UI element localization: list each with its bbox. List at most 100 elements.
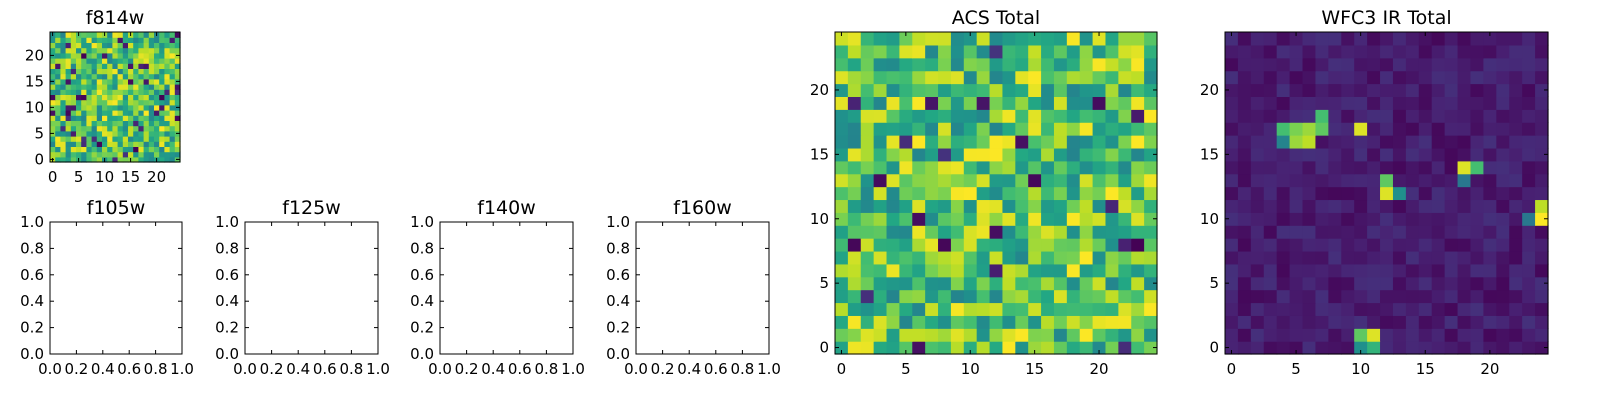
heatmap-cell	[963, 199, 978, 213]
heatmap-cell	[107, 130, 113, 137]
heatmap-cell	[938, 238, 952, 252]
heatmap-cell	[107, 32, 113, 38]
heatmap-cell	[976, 315, 991, 329]
heatmap-cell	[117, 84, 124, 90]
heatmap-cell	[1444, 328, 1459, 342]
heatmap-cell	[1431, 238, 1446, 252]
heatmap-cell	[899, 70, 913, 85]
heatmap-cell	[112, 115, 119, 121]
panel-f105w: 0.0 0.2 0.4 0.6 0.8 1.00.00.20.40.60.81.0f105…	[20, 197, 194, 378]
heatmap-cell	[1105, 212, 1119, 226]
heatmap-cell	[950, 263, 965, 278]
heatmap-cell	[1522, 328, 1536, 342]
heatmap-cell	[91, 89, 98, 95]
heatmap-cell	[1470, 70, 1484, 85]
heatmap-cell	[1276, 44, 1291, 59]
heatmap-cell	[1237, 109, 1252, 123]
heatmap-cell	[1354, 135, 1368, 149]
heatmap-cell	[912, 238, 926, 252]
panel-f140w: 0.0 0.2 0.4 0.6 0.8 1.00.00.20.40.60.81.0f140…	[410, 197, 585, 378]
y-tick-label: 20	[1200, 81, 1219, 99]
heatmap-cell	[1092, 199, 1107, 213]
heatmap-cell	[164, 73, 171, 80]
heatmap-cell	[886, 96, 900, 110]
heatmap-cell	[1328, 315, 1342, 329]
heatmap-cell	[1457, 250, 1472, 265]
heatmap-cell	[835, 302, 849, 316]
heatmap-cell	[1470, 186, 1484, 201]
heatmap-cell	[174, 84, 181, 90]
heatmap-cell	[112, 141, 119, 147]
heatmap-cell	[1053, 44, 1068, 59]
heatmap-cell	[1105, 186, 1119, 201]
heatmap-cell	[1392, 315, 1407, 329]
heatmap-cell	[128, 115, 134, 121]
heatmap-cell	[938, 328, 952, 342]
heatmap-cell	[122, 115, 129, 121]
heatmap-cell	[835, 70, 849, 85]
heatmap-cell	[1509, 109, 1523, 123]
heatmap-cell	[81, 104, 87, 111]
heatmap-cell	[1535, 173, 1549, 188]
heatmap-cell	[1263, 173, 1278, 188]
heatmap-cell	[174, 73, 181, 80]
heatmap-cell	[65, 89, 72, 95]
heatmap-cell	[1496, 57, 1510, 72]
heatmap-cell	[81, 42, 87, 49]
heatmap-cell	[1367, 186, 1381, 201]
heatmap-cell	[1053, 70, 1068, 85]
heatmap-cell	[1302, 250, 1317, 265]
heatmap-cell	[1315, 212, 1329, 226]
heatmap-cell	[81, 47, 87, 54]
heatmap-cell	[1092, 186, 1107, 201]
heatmap-cell	[1079, 83, 1094, 97]
heatmap-cell	[138, 37, 145, 43]
heatmap-cell	[1002, 70, 1016, 85]
heatmap-cell	[159, 141, 165, 147]
heatmap-cell	[133, 32, 139, 38]
heatmap-cell	[1315, 302, 1329, 316]
heatmap-cell	[1457, 212, 1472, 226]
heatmap-cell	[76, 52, 82, 59]
heatmap-cell	[117, 104, 124, 111]
heatmap-cell	[60, 42, 67, 49]
heatmap-cell	[1522, 186, 1536, 201]
heatmap-cell	[1367, 147, 1381, 162]
heatmap-cell	[989, 122, 1004, 136]
y-tick-label: 1.0	[606, 213, 630, 231]
heatmap-cell	[1131, 109, 1145, 123]
heatmap-cell	[899, 109, 913, 123]
heatmap-cell	[138, 99, 145, 106]
heatmap-cell	[963, 263, 978, 278]
heatmap-cell	[60, 89, 67, 95]
heatmap-cell	[873, 238, 888, 252]
heatmap-cell	[925, 70, 939, 85]
heatmap-cell	[950, 147, 965, 162]
heatmap-cell	[1225, 263, 1239, 278]
heatmap-cell	[1496, 186, 1510, 201]
heatmap-cell	[1263, 57, 1278, 72]
heatmap-cell	[60, 37, 67, 43]
heatmap-cell	[950, 57, 965, 72]
heatmap-cell	[1418, 83, 1433, 97]
heatmap-cell	[148, 32, 155, 38]
heatmap-cell	[1237, 315, 1252, 329]
heatmap-cell	[835, 83, 849, 97]
heatmap-cell	[138, 110, 145, 116]
heatmap-cell	[1392, 328, 1407, 342]
heatmap-cell	[112, 120, 119, 127]
heatmap-cell	[1276, 160, 1291, 175]
heatmap-cell	[143, 115, 150, 121]
heatmap-cell	[1131, 96, 1145, 110]
heatmap-cell	[1263, 44, 1278, 59]
x-tick-label: 0.2	[455, 360, 479, 378]
x-tick-label: 0.0	[428, 360, 452, 378]
heatmap-cell	[50, 58, 56, 64]
heatmap-cell	[1250, 109, 1265, 123]
heatmap-cell	[1509, 276, 1523, 291]
heatmap-cell	[1276, 186, 1291, 201]
heatmap-cell	[174, 89, 181, 95]
heatmap-cell	[1263, 276, 1278, 291]
heatmap-cell	[1302, 122, 1317, 136]
heatmap-cell	[976, 109, 991, 123]
